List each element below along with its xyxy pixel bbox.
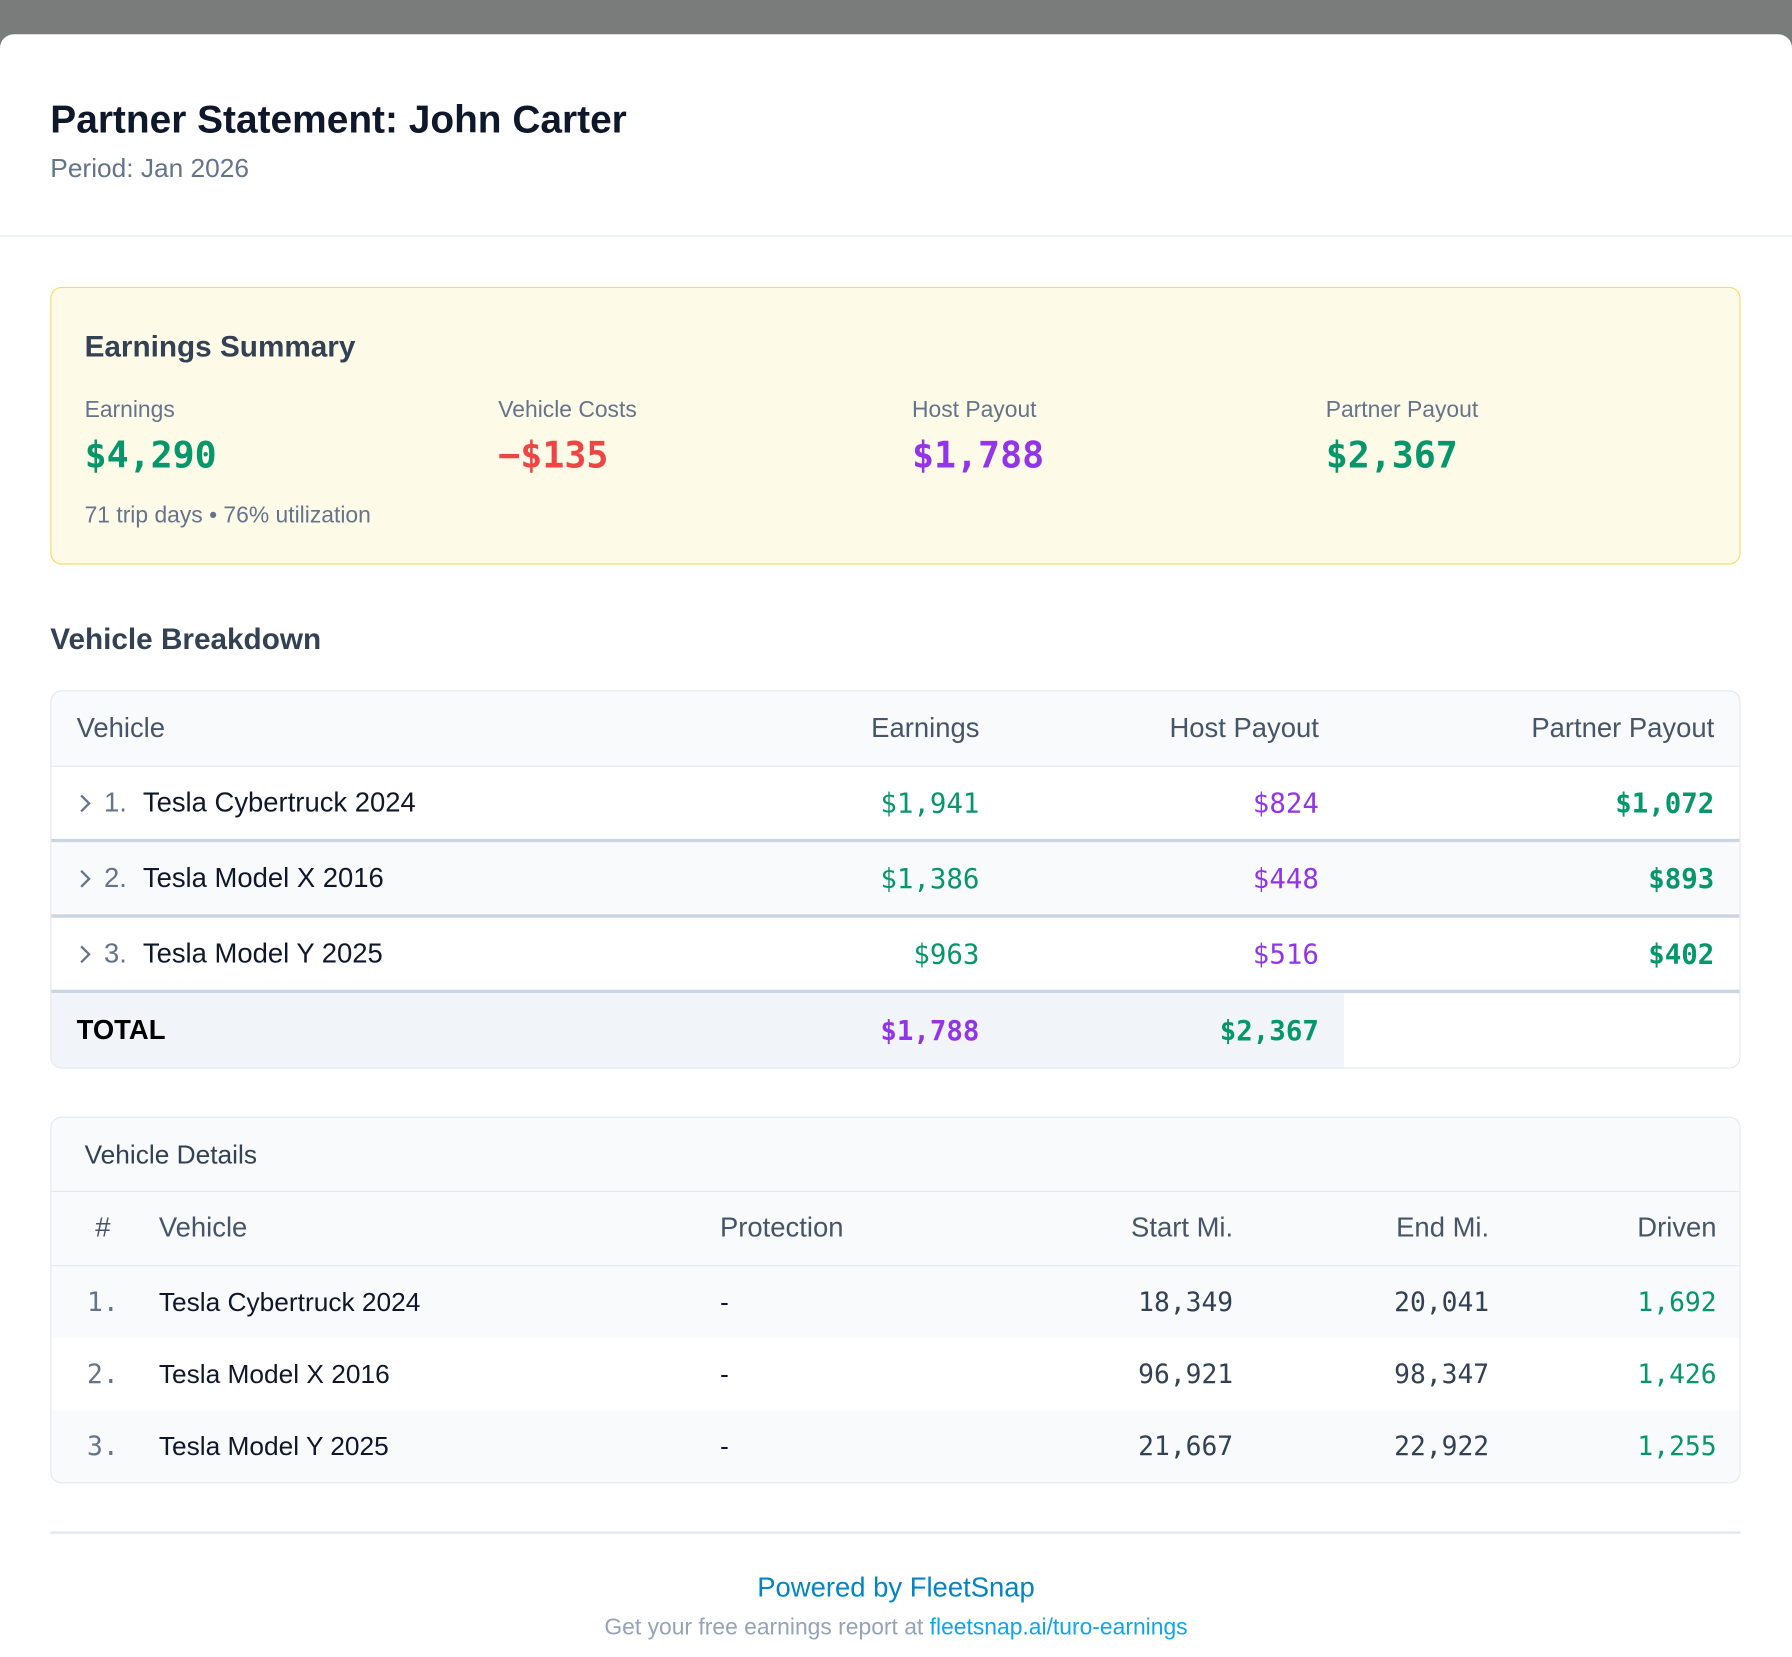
summary-item: Partner Payout $2,367	[1326, 398, 1478, 477]
detail-cell: -	[719, 1358, 729, 1389]
summary-value: $2,367	[1325, 433, 1458, 477]
vehicle-row[interactable]: 1. Tesla Cybertruck 2024 $1,941 $824 $1,072	[51, 767, 1740, 843]
partner-payout: $1,072	[1615, 786, 1715, 819]
footer-text: Get your free earnings report at fleetsn…	[0, 1615, 1792, 1641]
footer-prompt: Get your free earnings report at	[604, 1614, 924, 1640]
summary-label: Partner Payout	[1325, 397, 1479, 423]
detail-cell: 1.	[87, 1287, 119, 1318]
summary-value: −$135	[498, 433, 609, 477]
earnings: $1,386	[880, 862, 980, 895]
summary-label: Vehicle Costs	[498, 397, 637, 423]
total-host-payout: $2,367	[1219, 1014, 1319, 1047]
host-payout: $824	[1252, 786, 1319, 819]
detail-cell: 96,921	[1138, 1359, 1234, 1390]
detail-cell: Tesla Model X 2016	[158, 1358, 390, 1389]
total-earnings: $1,788	[880, 1014, 980, 1047]
summary-item: Host Payout $1,788	[912, 398, 1044, 477]
vehicle-row[interactable]: 3. Tesla Model Y 2025 $963 $516 $402	[51, 918, 1740, 994]
detail-cell: 1,255	[1637, 1431, 1717, 1462]
column-header: Protection	[719, 1212, 844, 1244]
summary-note: 71 trip days • 76% utilization	[84, 502, 371, 528]
partner-payout: $893	[1648, 862, 1715, 895]
column-header: Vehicle	[158, 1212, 248, 1244]
column-header: Start Mi.	[1131, 1212, 1234, 1244]
header-row: Vehicle Earnings Host Payout Partner Payout	[51, 691, 1740, 767]
column-header: Partner Payout	[1531, 712, 1715, 744]
vehicle-row[interactable]: 2. Tesla Model X 2016 $1,386 $448 $893	[51, 842, 1740, 918]
detail-row: 3. Tesla Model Y 2025 - 21,667 22,922 1,255	[51, 1410, 1740, 1483]
detail-row: 1. Tesla Cybertruck 2024 - 18,349 20,041 1,69…	[51, 1266, 1740, 1339]
total-row: TOTAL $1,788 $2,367	[51, 993, 1740, 1068]
detail-cell: 21,667	[1138, 1431, 1234, 1462]
column-header: Host Payout	[1169, 712, 1319, 744]
vehicle-name: Tesla Cybertruck 2024	[142, 786, 416, 818]
vehicle-cell: 1. Tesla Cybertruck 2024	[77, 787, 637, 819]
detail-cell: 22,922	[1394, 1431, 1490, 1462]
column-header: End Mi.	[1396, 1212, 1490, 1244]
detail-cell: Tesla Model Y 2025	[158, 1430, 389, 1461]
summary-item: Earnings $4,290	[85, 398, 217, 477]
vehicle-name: Tesla Model X 2016	[142, 862, 384, 894]
powered-link[interactable]: Powered by FleetSnap	[757, 1572, 1035, 1604]
column-header: #	[95, 1212, 111, 1244]
column-header: Driven	[1637, 1212, 1717, 1244]
vehicle-cell: 3. Tesla Model Y 2025	[77, 938, 637, 970]
expand-chevron[interactable]	[77, 793, 93, 814]
detail-cell: 1,692	[1637, 1287, 1717, 1318]
column-header: Earnings	[871, 712, 980, 744]
vehicle-name: Tesla Model Y 2025	[142, 937, 383, 969]
earnings: $1,941	[880, 786, 980, 819]
summary-item: Vehicle Costs −$135	[498, 398, 636, 477]
earnings-summary: Earnings Summary 71 trip days • 76% util…	[50, 286, 1741, 565]
detail-cell: 1,426	[1637, 1359, 1717, 1390]
detail-cell: -	[719, 1430, 729, 1461]
total-label: TOTAL	[76, 1014, 166, 1046]
details-title: Vehicle Details	[51, 1117, 1740, 1192]
header-row: # Vehicle Protection Start Mi. End Mi. Driven	[51, 1191, 1740, 1267]
summary-label: Host Payout	[911, 397, 1037, 423]
divider	[50, 1531, 1741, 1534]
footer-link[interactable]: fleetsnap.ai/turo-earnings	[929, 1614, 1188, 1640]
column-header: Vehicle	[76, 712, 166, 744]
details-table: Vehicle Details # Vehicle Protection Start …	[50, 1116, 1741, 1484]
expand-chevron[interactable]	[77, 943, 93, 964]
breakdown-table: Vehicle Earnings Host Payout Partner Payout…	[50, 690, 1741, 1069]
host-payout: $516	[1252, 937, 1319, 970]
detail-cell: -	[719, 1286, 729, 1317]
vehicle-cell: 2. Tesla Model X 2016	[77, 862, 637, 894]
title: Partner Statement: John Carter	[50, 98, 627, 142]
row-index: 1.	[103, 786, 127, 818]
summary-value: $1,788	[911, 433, 1045, 477]
summary-label: Earnings	[84, 397, 175, 423]
earnings: $963	[913, 937, 980, 970]
period: Period: Jan 2026	[50, 153, 250, 183]
detail-cell: 3.	[87, 1431, 119, 1462]
detail-cell: Tesla Cybertruck 2024	[158, 1286, 421, 1317]
partner-payout: $402	[1648, 937, 1715, 970]
detail-cell: 2.	[87, 1359, 119, 1390]
header: Partner Statement: John Carter Period: J…	[0, 34, 1792, 237]
statement-card: Partner Statement: John Carter Period: J…	[0, 34, 1792, 1657]
row-index: 3.	[103, 937, 127, 969]
expand-chevron[interactable]	[77, 868, 93, 889]
section-title: Vehicle Breakdown	[50, 621, 322, 656]
row-index: 2.	[103, 862, 127, 894]
detail-cell: 20,041	[1394, 1287, 1490, 1318]
detail-cell: 18,349	[1138, 1287, 1234, 1318]
summary-value: $4,290	[84, 433, 217, 477]
detail-row: 2. Tesla Model X 2016 - 96,921 98,347 1,426	[51, 1338, 1739, 1410]
summary-title: Earnings Summary	[84, 329, 356, 364]
detail-cell: 98,347	[1394, 1359, 1490, 1390]
host-payout: $448	[1252, 862, 1319, 895]
